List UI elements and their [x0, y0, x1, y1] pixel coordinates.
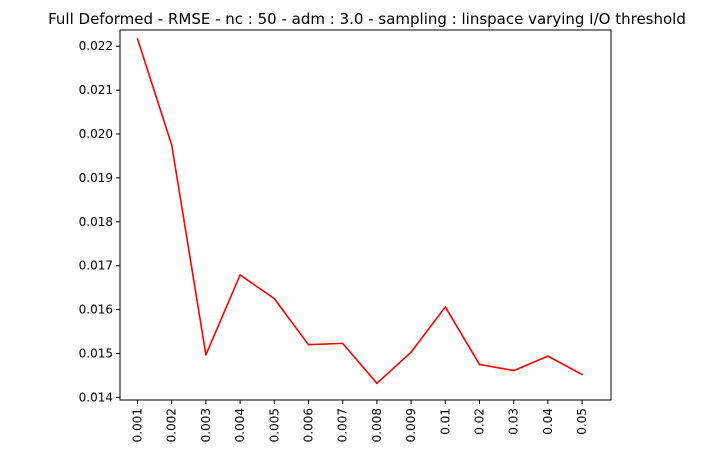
x-tick-label: 0.007: [336, 408, 350, 442]
data-point: [478, 363, 481, 366]
series-layer: [136, 37, 583, 385]
x-axis: 0.001 0.002 0.003 0.004 0.005 0.006 0.007 0.008…: [131, 400, 589, 442]
chart-title: Full Deformed - RMSE - nc : 50 - adm : 3…: [48, 10, 686, 28]
y-tick-label: 0.014: [79, 390, 113, 404]
data-point: [547, 355, 549, 357]
y-axis: 0.014 0.015 0.016 0.017 0.018 0.019 0.020 0.021…: [79, 39, 120, 404]
data-point: [341, 342, 344, 345]
x-tick-label: 0.05: [575, 408, 589, 435]
x-tick-label: 0.008: [370, 408, 384, 442]
data-point: [376, 382, 378, 385]
y-tick-label: 0.018: [79, 215, 113, 229]
x-tick-label: 0.009: [404, 408, 418, 442]
y-tick-label: 0.020: [79, 127, 113, 141]
y-tick-label: 0.016: [79, 303, 113, 317]
y-tick-label: 0.017: [79, 259, 113, 273]
x-tick-label: 0.003: [199, 408, 213, 442]
data-point: [205, 353, 207, 356]
data-point: [273, 297, 276, 300]
data-point: [444, 306, 447, 308]
x-tick-label: 0.03: [507, 408, 521, 435]
y-tick-label: 0.021: [79, 83, 113, 97]
x-tick-label: 0.02: [473, 408, 487, 435]
x-tick-label: 0.001: [131, 408, 145, 442]
x-tick-label: 0.004: [233, 408, 247, 442]
data-point: [307, 343, 310, 346]
y-tick-label: 0.019: [79, 171, 113, 185]
y-tick-label: 0.022: [79, 39, 113, 53]
data-point: [170, 144, 173, 146]
data-point: [581, 373, 583, 376]
series-line-0: [136, 38, 583, 385]
data-point: [239, 274, 241, 276]
x-tick-label: 0.006: [302, 408, 316, 442]
x-tick-label: 0.005: [267, 408, 281, 442]
y-tick-label: 0.015: [79, 346, 113, 360]
x-tick-label: 0.01: [438, 408, 452, 435]
data-point: [512, 369, 515, 372]
plot-area-frame: [119, 29, 612, 401]
data-point: [410, 351, 412, 353]
x-tick-label: 0.002: [165, 408, 179, 442]
x-tick-label: 0.04: [541, 408, 555, 435]
data-point: [136, 37, 139, 40]
